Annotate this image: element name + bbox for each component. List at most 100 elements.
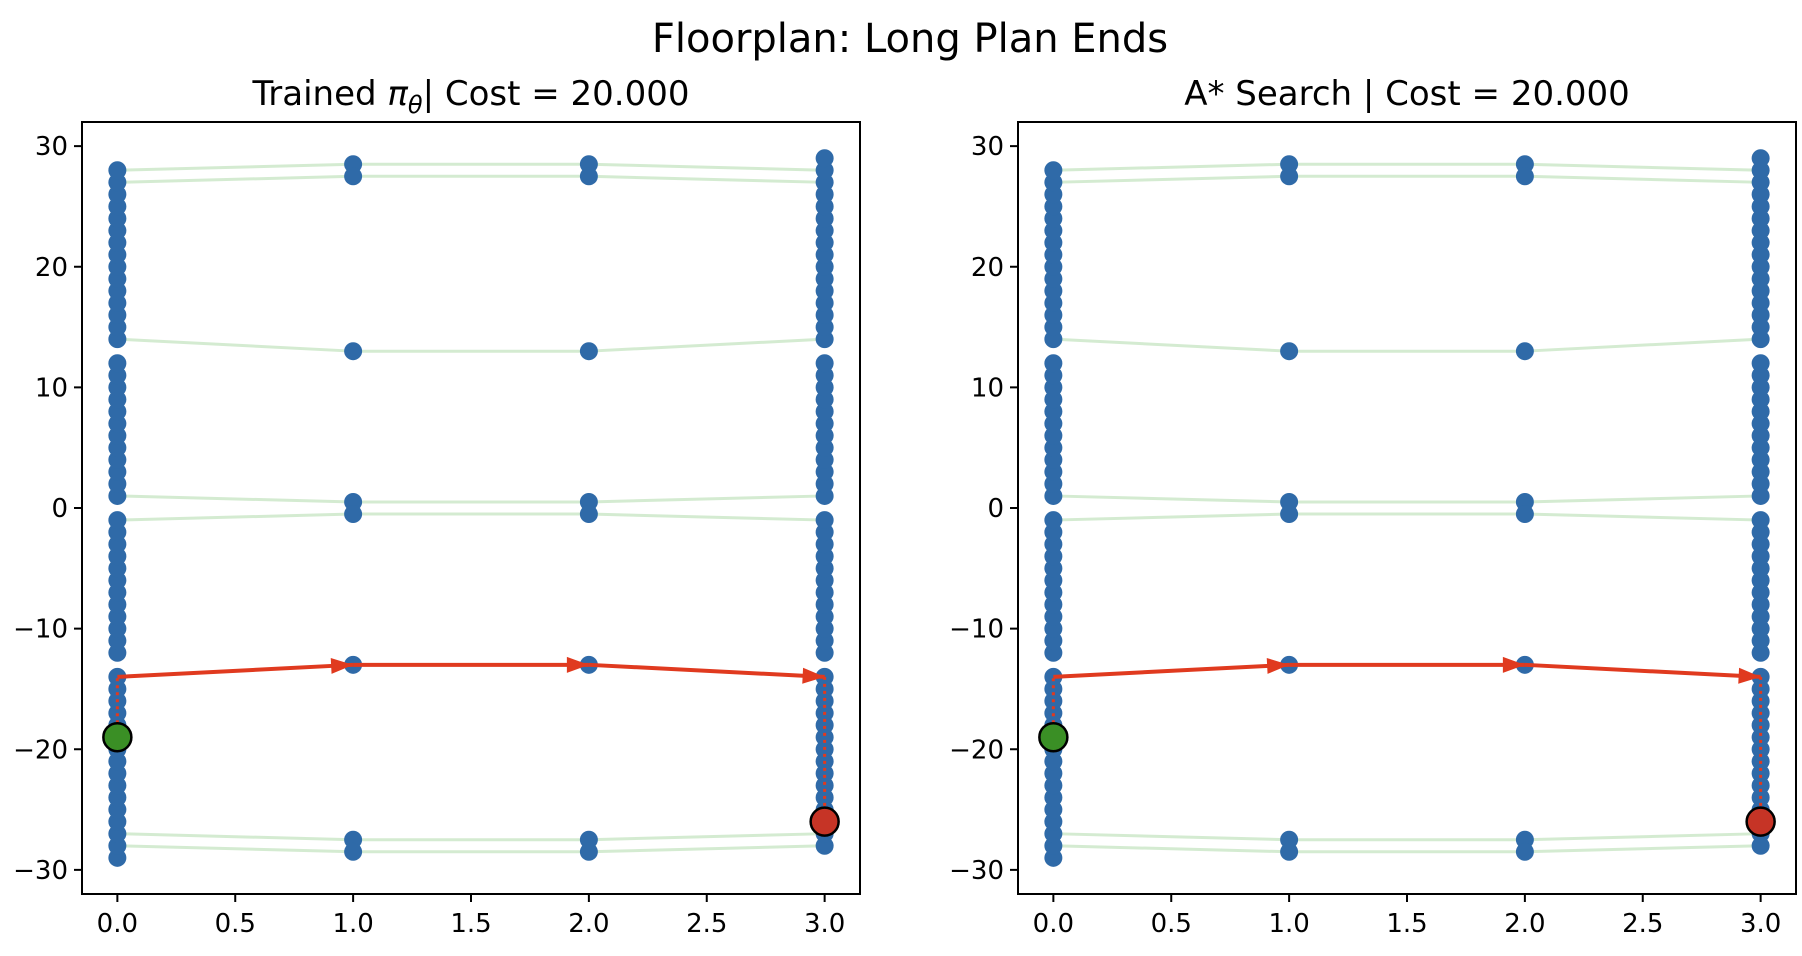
panel-trained-policy: Trained πθ| Cost = 20.000 0.0 0.5 1.0 1.5 2.… [13,74,861,939]
graph-node [1280,505,1299,524]
plan-path [1051,656,1763,822]
goal-node [1745,806,1776,837]
y-tick-label: 30 [35,132,68,162]
start-node [1038,721,1069,753]
y-tick-label: −20 [949,735,1004,765]
x-tick-label: 1.5 [1386,909,1427,939]
graph-edge [588,832,825,842]
graph-node [815,354,834,373]
graph-node [1044,354,1063,373]
goal-node [809,806,840,837]
y-tick-label: −10 [949,615,1004,645]
panel-title-symbol: π [387,74,408,114]
x-tick-label: 0.0 [97,909,138,939]
graph-node [1751,149,1770,168]
edges [117,162,825,854]
start-node [102,721,133,753]
graph-node [108,161,127,180]
x-tick-label: 2.0 [1504,909,1545,939]
y-tick-label: −30 [13,856,68,886]
y-axis: 30 20 10 0 −10 −20 −30 [949,132,1018,886]
graph-edge [1524,512,1761,522]
graph-node [344,167,363,186]
panel-title: Trained πθ| Cost = 20.000 [252,74,690,119]
x-tick-label: 1.0 [332,909,373,939]
x-tick-label: 2.5 [686,909,727,939]
panel-title-subscript: θ [408,91,423,119]
y-tick-label: 30 [971,132,1004,162]
path-segment [117,662,354,679]
x-tick-label: 2.0 [568,909,609,939]
x-tick-label: 0.0 [1033,909,1074,939]
graph-edge [117,162,354,172]
graph-node [344,342,363,361]
graph-edge [1524,494,1761,504]
graph-edge [588,162,825,172]
y-tick-label: 20 [35,253,68,283]
figure-suptitle: Floorplan: Long Plan Ends [652,16,1168,62]
x-tick-label: 3.0 [1740,909,1781,939]
graph-node [1751,511,1770,530]
graph-edge [1053,174,1290,184]
graph-edge [117,494,354,504]
y-tick-label: 10 [971,373,1004,403]
plot-area: 0.0 0.5 1.0 1.5 2.0 2.5 3.0 30 20 10 0 −10 −20 −30 [949,121,1797,939]
path-arrowhead [1738,667,1761,684]
graph-edge [117,337,354,353]
graph-edge [1524,844,1761,854]
y-tick-label: −10 [13,615,68,645]
graph-node [1280,342,1299,361]
graph-edge [1524,162,1761,172]
graph-edge [117,174,354,184]
graph-edge [1053,832,1290,842]
graph-edge [588,512,825,522]
graph-node [108,511,127,530]
graph-node [1751,354,1770,373]
panel-title-prefix: Trained [252,74,388,114]
path-segment [1053,662,1290,679]
graph-node [1515,505,1534,524]
y-tick-label: −20 [13,735,68,765]
x-axis: 0.0 0.5 1.0 1.5 2.0 2.5 3.0 [97,894,845,939]
graph-edge [117,844,354,854]
graph-node [1280,167,1299,186]
x-tick-label: 0.5 [1151,909,1192,939]
graph-edge [117,512,354,522]
graph-edge [1053,162,1290,172]
graph-node [579,342,598,361]
graph-node [1280,842,1299,861]
x-tick-label: 1.0 [1268,909,1309,939]
graph-edge [1053,512,1290,522]
graph-node [108,354,127,373]
path-arrowhead [1266,657,1290,674]
graph-node [1044,511,1063,530]
graph-edge [588,844,825,854]
graph-node [815,511,834,530]
plan-path [115,656,827,822]
path-arrowhead [330,657,354,674]
y-tick-label: 0 [987,494,1004,524]
graph-edge [1053,844,1290,854]
y-axis: 30 20 10 0 −10 −20 −30 [13,132,82,886]
graph-node [579,505,598,524]
panel-title-suffix: | Cost = 20.000 [423,74,690,114]
plot-area: 0.0 0.5 1.0 1.5 2.0 2.5 3.0 30 20 10 0 −10 −20 −30 [13,121,861,939]
graph-edge [588,494,825,504]
panel-title: A* Search | Cost = 20.000 [1184,74,1630,114]
x-tick-label: 2.5 [1622,909,1663,939]
y-tick-label: 20 [971,253,1004,283]
y-tick-label: −30 [949,856,1004,886]
path-segment [1524,662,1761,679]
graph-edge [588,174,825,184]
panel-astar-search: A* Search | Cost = 20.000 0.0 0.5 1.0 1.5 2.… [949,74,1797,939]
graph-edge [1053,494,1290,504]
graph-node [344,505,363,524]
graph-node [344,842,363,861]
graph-node [579,842,598,861]
graph-node [1044,161,1063,180]
path-arrowhead [566,656,589,673]
graph-node [1515,842,1534,861]
graph-node [579,167,598,186]
graph-node [815,149,834,168]
